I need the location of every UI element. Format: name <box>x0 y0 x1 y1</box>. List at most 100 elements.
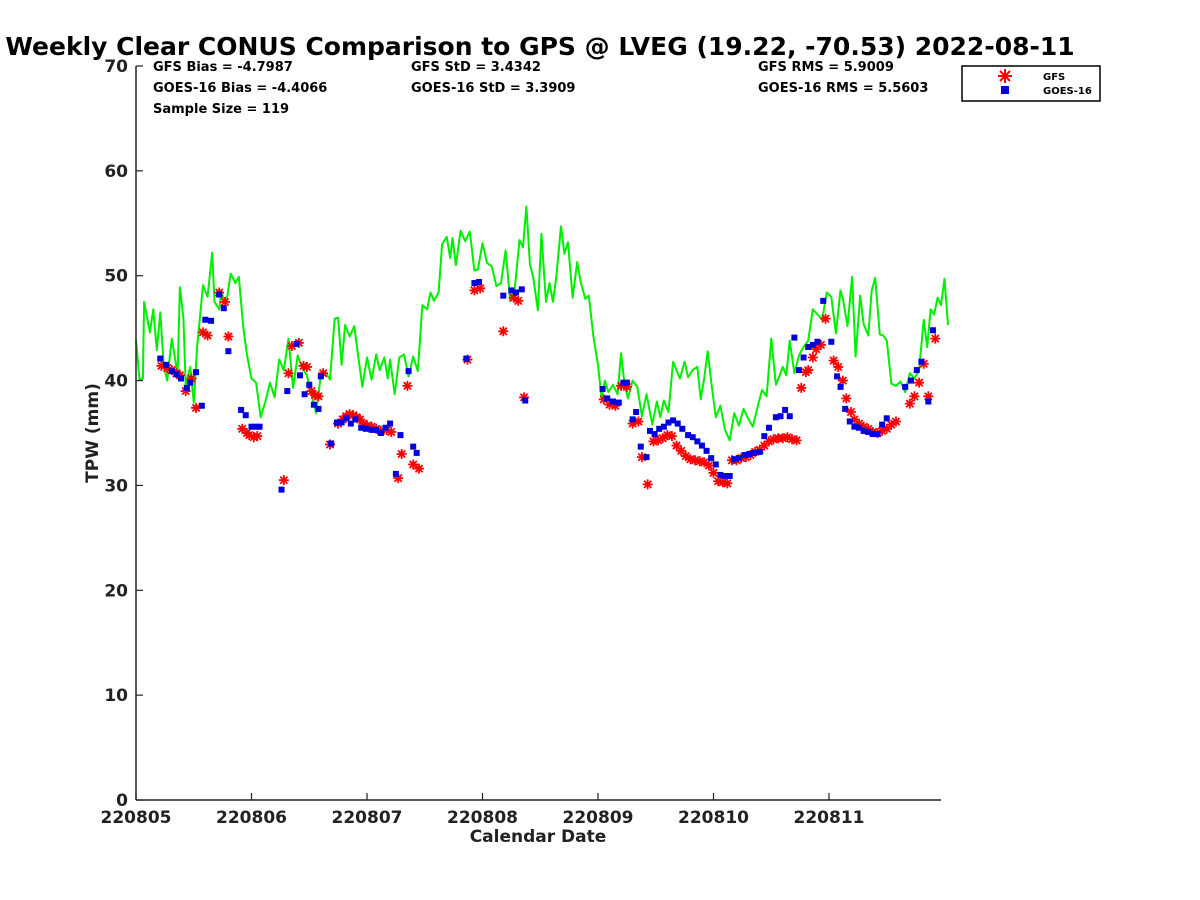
series-gfs <box>156 283 941 490</box>
data-point-gfs <box>657 433 668 444</box>
x-axis-label: Calendar Date <box>470 827 607 847</box>
data-point-goes-16 <box>805 344 812 351</box>
data-point-gfs <box>219 296 230 307</box>
data-point-goes-16 <box>865 428 872 435</box>
data-point-gfs <box>699 457 710 468</box>
data-point-gfs <box>828 355 839 366</box>
chart-title: Weekly Clear CONUS Comparison to GPS @ L… <box>5 32 1074 61</box>
legend-gfs-label: GFS <box>1043 72 1065 83</box>
data-point-goes-16 <box>820 297 827 304</box>
data-point-goes-16 <box>633 409 640 416</box>
data-point-gfs <box>886 419 897 430</box>
data-point-goes-16 <box>604 395 611 402</box>
data-point-gfs <box>849 414 860 425</box>
x-tick-label: 220809 <box>563 808 634 828</box>
data-point-goes-16 <box>347 420 354 427</box>
data-point-gfs <box>833 361 844 372</box>
data-point-gfs <box>820 313 831 324</box>
data-point-gfs <box>690 455 701 466</box>
data-point-goes-16 <box>315 405 322 412</box>
data-point-gfs <box>666 431 677 442</box>
data-point-gfs <box>648 436 659 447</box>
data-point-gfs <box>313 391 324 402</box>
stat-goes-rms: GOES-16 RMS = 5.5603 <box>758 81 928 96</box>
data-point-goes-16 <box>168 368 175 375</box>
data-point-goes-16 <box>208 317 215 324</box>
data-point-gfs <box>930 333 941 344</box>
data-point-goes-16 <box>925 398 932 405</box>
data-point-gfs <box>768 434 779 445</box>
data-point-gfs <box>909 391 920 402</box>
data-point-goes-16 <box>670 417 677 424</box>
data-point-goes-16 <box>163 361 170 368</box>
data-point-goes-16 <box>508 287 515 294</box>
data-point-goes-16 <box>225 348 232 355</box>
data-point-gfs <box>616 380 627 391</box>
data-point-gfs <box>636 452 647 463</box>
data-point-goes-16 <box>220 305 227 312</box>
x-tick-label: 220811 <box>794 808 865 828</box>
data-point-gfs <box>408 459 419 470</box>
data-point-goes-16 <box>643 454 650 461</box>
data-point-gfs <box>722 478 733 489</box>
data-point-goes-16 <box>712 461 719 468</box>
data-point-goes-16 <box>253 423 260 430</box>
data-point-gfs <box>298 360 309 371</box>
x-tick-label: 220810 <box>678 808 749 828</box>
data-point-goes-16 <box>187 379 194 386</box>
data-point-gfs <box>717 477 728 488</box>
data-point-goes-16 <box>463 355 470 362</box>
data-point-goes-16 <box>500 292 507 299</box>
data-point-goes-16 <box>656 425 663 432</box>
data-point-goes-16 <box>410 443 417 450</box>
data-point-gfs <box>680 451 691 462</box>
data-point-gfs <box>787 434 798 445</box>
data-point-goes-16 <box>284 388 291 395</box>
data-point-goes-16 <box>646 427 653 434</box>
data-point-goes-16 <box>358 424 365 431</box>
data-point-gfs <box>777 433 788 444</box>
data-point-goes-16 <box>685 432 692 439</box>
data-point-goes-16 <box>735 455 742 462</box>
data-point-goes-16 <box>674 420 681 427</box>
data-point-gfs <box>791 435 802 446</box>
data-point-gfs <box>854 418 865 429</box>
data-point-goes-16 <box>741 452 748 459</box>
data-point-goes-16 <box>772 414 779 421</box>
data-point-goes-16 <box>248 423 255 430</box>
data-point-goes-16 <box>297 372 304 379</box>
data-point-gfs <box>845 407 856 418</box>
data-point-gfs <box>355 414 366 425</box>
series-layer <box>135 205 949 493</box>
data-point-gfs <box>713 476 724 487</box>
data-point-gfs <box>811 344 822 355</box>
data-point-gfs <box>708 467 719 478</box>
data-point-goes-16 <box>694 438 701 445</box>
data-point-goes-16 <box>368 426 375 433</box>
stat-goes-bias: GOES-16 Bias = -4.4066 <box>153 81 327 96</box>
data-point-gfs <box>186 373 197 384</box>
data-point-goes-16 <box>173 371 180 378</box>
data-point-goes-16 <box>352 416 359 423</box>
series-goes-16 <box>157 279 936 493</box>
y-tick-label: 0 <box>116 791 128 811</box>
data-point-goes-16 <box>746 450 753 457</box>
data-point-goes-16 <box>782 406 789 413</box>
stat-gfs-bias: GFS Bias = -4.7987 <box>153 60 293 75</box>
data-point-gfs <box>237 423 248 434</box>
y-tick-label: 10 <box>104 686 128 706</box>
data-point-gfs <box>881 423 892 434</box>
data-point-gfs <box>671 440 682 451</box>
data-point-gfs <box>863 423 874 434</box>
data-point-goes-16 <box>471 280 478 287</box>
data-point-gfs <box>344 409 355 420</box>
data-point-gfs <box>248 432 259 443</box>
data-point-goes-16 <box>651 431 658 438</box>
data-point-goes-16 <box>238 406 245 413</box>
series-line-gps <box>135 205 949 442</box>
data-point-goes-16 <box>392 470 399 477</box>
data-point-gfs <box>396 448 407 459</box>
data-point-goes-16 <box>623 379 630 386</box>
y-ticks: 0 10 20 30 40 50 60 70 <box>104 57 143 811</box>
